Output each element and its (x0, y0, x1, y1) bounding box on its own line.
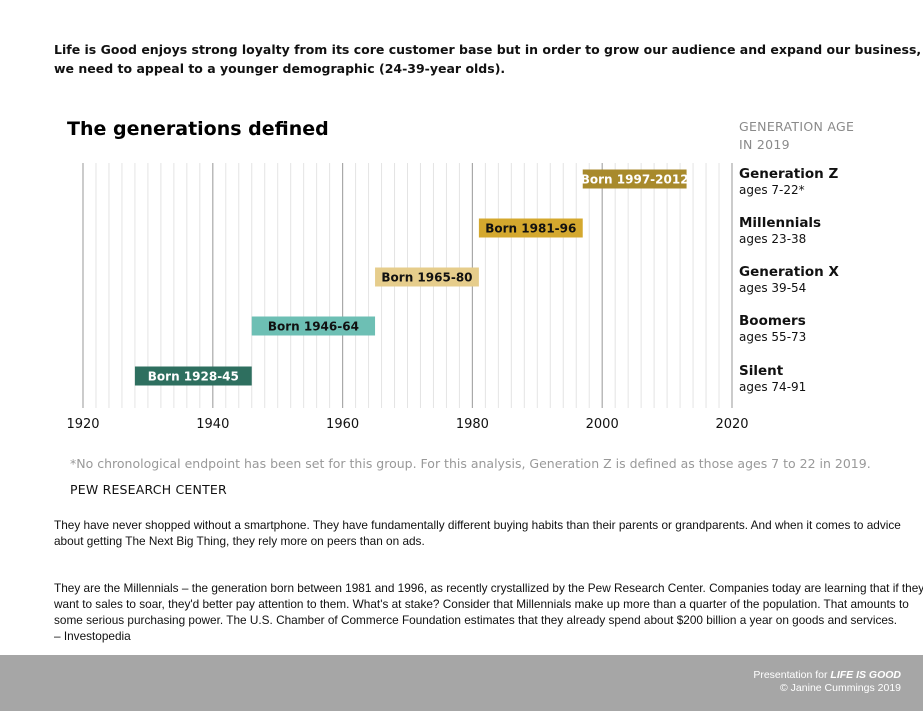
generation-ages: ages 74-91 (739, 380, 806, 394)
bar-label: Born 1965-80 (381, 271, 472, 285)
generation-bar (478, 218, 583, 238)
intro-line-2: we need to appeal to a younger demograph… (54, 61, 506, 76)
paragraph-2-line: – Investopedia (54, 629, 131, 643)
generation-ages: ages 55-73 (739, 330, 806, 344)
generation-ages: ages 23-38 (739, 232, 806, 246)
x-tick-label: 1920 (66, 417, 99, 432)
bar-label: Born 1946-64 (268, 320, 359, 334)
generation-name: Generation X (739, 264, 839, 280)
source-label: PEW RESEARCH CENTER (70, 482, 227, 497)
x-tick-label: 1980 (456, 417, 489, 432)
footnote: *No chronological endpoint has been set … (70, 456, 871, 471)
intro-text: Life is Good enjoys strong loyalty from … (54, 40, 922, 78)
bar-label: Born 1981-96 (485, 222, 576, 236)
generation-name: Boomers (739, 313, 806, 329)
x-tick-label: 1960 (326, 417, 359, 432)
age-header-line-1: GENERATION AGE (739, 119, 855, 134)
generation-bar (375, 267, 479, 287)
generation-bar (251, 316, 376, 336)
paragraph-2-line: They are the Millennials – the generatio… (54, 581, 923, 595)
x-tick-label: 2020 (715, 417, 748, 432)
intro-line-1: Life is Good enjoys strong loyalty from … (54, 42, 922, 57)
generation-bar (134, 366, 252, 386)
generation-ages: ages 39-54 (739, 281, 806, 295)
presentation-for-label: Presentation for (753, 669, 828, 681)
age-column-header: GENERATION AGE IN 2019 (739, 118, 854, 154)
bar-label: Born 1997-2012 (581, 173, 689, 187)
bar-label: Born 1928-45 (148, 370, 239, 384)
copyright-label: © Janine Cummings 2019 (780, 682, 901, 694)
generation-name: Millennials (739, 215, 821, 231)
paragraph-smartphone: They have never shopped without a smartp… (54, 517, 901, 549)
brand-name: LIFE IS GOOD (830, 669, 901, 681)
generation-name: Generation Z (739, 166, 838, 182)
age-header-line-2: IN 2019 (739, 137, 790, 152)
x-tick-label: 2000 (586, 417, 619, 432)
footer-credit: Presentation for LIFE IS GOOD © Janine C… (753, 669, 901, 695)
x-tick-label: 1940 (196, 417, 229, 432)
paragraph-2-line: want to sales to soar, they'd better pay… (54, 597, 909, 611)
paragraph-millennials: They are the Millennials – the generatio… (54, 580, 923, 644)
paragraph-1-line: They have never shopped without a smartp… (54, 518, 901, 532)
paragraph-1-line: about getting The Next Big Thing, they r… (54, 534, 425, 548)
footer-bar: Presentation for LIFE IS GOOD © Janine C… (0, 655, 923, 711)
generation-name: Silent (739, 363, 784, 379)
generation-bar (582, 169, 687, 189)
paragraph-2-line: some serious purchasing power. The U.S. … (54, 613, 898, 627)
generation-ages: ages 7-22* (739, 183, 805, 197)
chart-title: The generations defined (67, 118, 329, 140)
